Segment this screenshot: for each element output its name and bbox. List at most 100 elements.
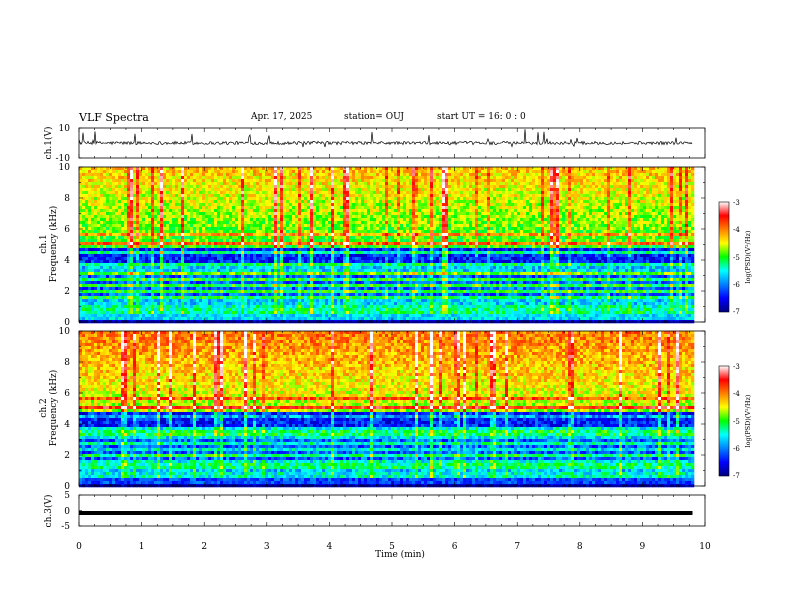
spectrogram-cell xyxy=(256,284,259,287)
spectrogram-cell xyxy=(115,251,118,254)
spectrogram-cell xyxy=(169,197,172,200)
spectrogram-cell xyxy=(79,209,82,212)
spectrogram-cell xyxy=(211,314,214,317)
spectrogram-cell xyxy=(202,293,205,296)
spectrogram-cell xyxy=(307,188,310,191)
spectrogram-cell xyxy=(106,317,109,320)
spectrogram-cell xyxy=(289,260,292,263)
spectrogram-cell xyxy=(130,254,133,257)
spectrogram-cell xyxy=(229,266,232,269)
spectrogram-cell xyxy=(151,224,154,227)
spectrogram-cell xyxy=(106,176,109,179)
spectrogram-cell xyxy=(274,248,277,251)
spectrogram-cell xyxy=(157,281,160,284)
spectrogram-cell xyxy=(343,200,346,203)
spectrogram-cell xyxy=(190,305,193,308)
spectrogram-cell xyxy=(298,197,301,200)
spectrogram-cell xyxy=(106,248,109,251)
spectrogram-cell xyxy=(145,242,148,245)
spectrogram-cell xyxy=(193,302,196,305)
spectrogram-cell xyxy=(298,233,301,236)
spectrogram-cell xyxy=(169,218,172,221)
spectrogram-cell xyxy=(205,269,208,272)
spectrogram-cell xyxy=(325,215,328,218)
spectrogram-cell xyxy=(106,215,109,218)
spectrogram-cell xyxy=(241,245,244,248)
spectrogram-cell xyxy=(223,251,226,254)
spectrogram-cell xyxy=(331,317,334,320)
spectrogram-cell xyxy=(118,296,121,299)
spectrogram-cell xyxy=(178,200,181,203)
spectrogram-cell xyxy=(136,209,139,212)
spectrogram-cell xyxy=(160,233,163,236)
spectrogram-cell xyxy=(145,275,148,278)
spectrogram-cell xyxy=(175,284,178,287)
spectrogram-cell xyxy=(226,317,229,320)
spectrogram-cell xyxy=(142,257,145,260)
spectrogram-cell xyxy=(277,290,280,293)
spectrogram-cell xyxy=(199,236,202,239)
spectrogram-cell xyxy=(208,236,211,239)
spectrogram-cell xyxy=(109,254,112,257)
spectrogram-cell xyxy=(160,317,163,320)
spectrogram-cell xyxy=(328,182,331,185)
spectrogram-cell xyxy=(196,242,199,245)
spectrogram-cell xyxy=(175,185,178,188)
spectrogram-cell xyxy=(358,230,361,233)
spectrogram-cell xyxy=(277,275,280,278)
spectrogram-cell xyxy=(355,293,358,296)
spectrogram-cell xyxy=(193,167,196,170)
spectrogram-cell xyxy=(202,287,205,290)
spectrogram-cell xyxy=(271,296,274,299)
spectrogram-cell xyxy=(223,293,226,296)
spectrogram-cell xyxy=(304,317,307,320)
spectrogram-cell xyxy=(313,200,316,203)
spectrogram-cell xyxy=(226,254,229,257)
spectrogram-cell xyxy=(355,212,358,215)
spectrogram-cell xyxy=(325,263,328,266)
spectrogram-cell xyxy=(181,182,184,185)
spectrogram-cell xyxy=(163,191,166,194)
spectrogram-cell xyxy=(232,305,235,308)
spectrogram-cell xyxy=(250,179,253,182)
spectrogram-cell xyxy=(154,296,157,299)
spectrogram-cell xyxy=(313,314,316,317)
spectrogram-cell xyxy=(181,233,184,236)
spectrogram-cell xyxy=(160,197,163,200)
spectrogram-cell xyxy=(181,173,184,176)
spectrogram-cell xyxy=(112,233,115,236)
spectrogram-cell xyxy=(304,236,307,239)
spectrogram-cell xyxy=(265,221,268,224)
spectrogram-cell xyxy=(259,287,262,290)
spectrogram-cell xyxy=(262,242,265,245)
spectrogram-cell xyxy=(301,317,304,320)
spectrogram-cell xyxy=(217,233,220,236)
spectrogram-cell xyxy=(226,215,229,218)
spectrogram-cell xyxy=(280,263,283,266)
spectrogram-cell xyxy=(349,266,352,269)
spectrogram-cell xyxy=(181,239,184,242)
spectrogram-cell xyxy=(217,278,220,281)
spectrogram-cell xyxy=(148,290,151,293)
spectrogram-cell xyxy=(355,254,358,257)
spectrogram-cell xyxy=(145,182,148,185)
spectrogram-cell xyxy=(169,284,172,287)
spectrogram-cell xyxy=(256,257,259,260)
spectrogram-cell xyxy=(193,260,196,263)
spectrogram-cell xyxy=(142,191,145,194)
spectrogram-cell xyxy=(331,308,334,311)
spectrogram-cell xyxy=(355,167,358,170)
spectrogram-cell xyxy=(154,251,157,254)
spectrogram-cell xyxy=(190,251,193,254)
spectrogram-cell xyxy=(304,290,307,293)
spectrogram-cell xyxy=(127,203,130,206)
spectrogram-cell xyxy=(352,290,355,293)
spectrogram-cell xyxy=(358,185,361,188)
spectrogram-cell xyxy=(202,242,205,245)
spectrogram-cell xyxy=(358,191,361,194)
spectrogram-cell xyxy=(202,284,205,287)
spectrogram-cell xyxy=(229,224,232,227)
spectrogram-cell xyxy=(178,233,181,236)
spectrogram-cell xyxy=(361,167,364,170)
spectrogram-cell xyxy=(349,272,352,275)
